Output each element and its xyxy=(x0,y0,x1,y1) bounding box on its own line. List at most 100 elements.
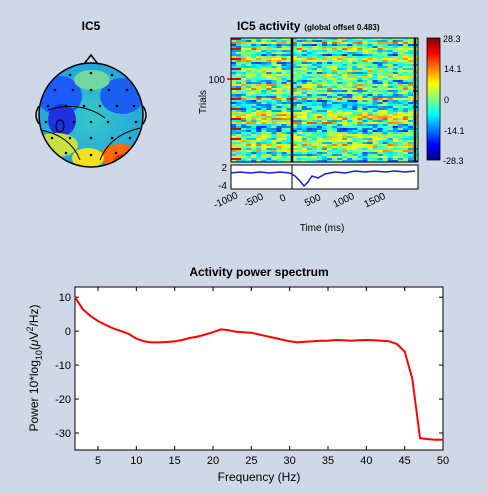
heatmap-cell xyxy=(342,68,348,71)
heatmap-cell xyxy=(352,146,358,149)
heatmap-cell xyxy=(382,144,388,147)
heatmap-cell xyxy=(327,152,333,155)
heatmap-cell xyxy=(407,110,414,113)
heatmap-cell xyxy=(321,112,328,115)
heatmap-cell xyxy=(266,134,272,137)
heatmap-cell xyxy=(296,158,303,161)
heatmap-cell xyxy=(332,158,338,161)
heatmap-cell xyxy=(231,118,237,121)
heatmap-cell xyxy=(276,122,282,125)
heatmap-cell xyxy=(397,122,404,125)
heatmap-cell xyxy=(266,156,272,159)
heatmap-cell xyxy=(306,70,313,73)
heatmap-cell xyxy=(236,140,242,143)
heatmap-cell xyxy=(382,54,388,57)
erp-xtick: 1000 xyxy=(332,191,357,211)
heatmap-cell xyxy=(372,84,378,87)
heatmap-cell xyxy=(286,76,292,79)
heatmap-cell xyxy=(407,64,414,67)
heatmap-cell xyxy=(407,50,414,53)
heatmap-cell xyxy=(266,102,272,105)
heatmap-cell xyxy=(241,152,247,155)
heatmap-cell xyxy=(276,74,282,77)
heatmap-cell xyxy=(261,92,267,95)
heatmap-cell xyxy=(306,110,313,113)
heatmap-cell xyxy=(402,76,409,79)
heatmap-cell xyxy=(362,88,368,91)
heatmap-cell xyxy=(261,156,267,159)
heatmap-cell xyxy=(311,146,318,149)
heatmap-cell xyxy=(231,86,237,89)
heatmap-cell xyxy=(392,144,399,147)
heatmap-cell xyxy=(387,62,394,65)
heatmap-cell xyxy=(256,82,262,85)
heatmap-cell xyxy=(266,82,272,85)
heatmap-cell xyxy=(316,146,323,149)
heatmap-cell xyxy=(372,142,378,145)
heatmap-cell xyxy=(407,128,414,131)
heatmap-cell xyxy=(327,128,333,131)
heatmap-cell xyxy=(261,110,267,113)
heatmap-cell xyxy=(241,112,247,115)
heatmap-cell xyxy=(236,106,242,109)
heatmap-cell xyxy=(316,64,323,67)
heatmap-cell xyxy=(372,140,378,143)
heatmap-cell xyxy=(327,126,333,129)
heatmap-cell xyxy=(407,96,414,99)
heatmap-cell xyxy=(306,138,313,141)
heatmap-cell xyxy=(321,142,328,145)
heatmap-cell xyxy=(281,116,287,119)
heatmap-cell xyxy=(382,158,388,161)
heatmap-cell xyxy=(301,92,308,95)
heatmap-cell xyxy=(281,104,287,107)
heatmap-cell xyxy=(367,112,373,115)
heatmap-cell xyxy=(296,40,303,43)
heatmap-cell xyxy=(337,46,343,49)
heatmap-cell xyxy=(256,40,262,43)
heatmap-cell xyxy=(251,122,257,125)
heatmap-cell xyxy=(296,120,303,123)
heatmap-cell xyxy=(392,100,399,103)
heatmap-cell xyxy=(387,48,394,51)
heatmap-cell xyxy=(387,102,394,105)
heatmap-cell xyxy=(347,82,353,85)
heatmap-cell xyxy=(276,106,282,109)
heatmap-cell xyxy=(261,118,267,121)
heatmap-cell xyxy=(291,140,297,143)
heatmap-cell xyxy=(362,106,368,109)
heatmap-cell xyxy=(342,76,348,79)
heatmap-cell xyxy=(271,120,277,123)
heatmap-cell xyxy=(276,40,282,43)
heatmap-cell xyxy=(306,98,313,101)
heatmap-cell xyxy=(397,48,404,51)
heatmap-cell xyxy=(306,80,313,83)
erp-ytick: -4 xyxy=(218,181,227,192)
heatmap-cell xyxy=(231,58,237,61)
heatmap-cell xyxy=(266,106,272,109)
heatmap-cell xyxy=(377,84,383,87)
heatmap-cell xyxy=(286,154,292,157)
heatmap-cell xyxy=(321,66,328,69)
heatmap-cell xyxy=(362,118,368,121)
heatmap-cell xyxy=(387,72,394,75)
heatmap-cell xyxy=(241,100,247,103)
heatmap-cell xyxy=(231,48,237,51)
heatmap-cell xyxy=(337,92,343,95)
heatmap-cell xyxy=(347,54,353,57)
heatmap-cell xyxy=(251,76,257,79)
heatmap-cell xyxy=(301,150,308,153)
heatmap-cell xyxy=(332,52,338,55)
heatmap-cell xyxy=(276,90,282,93)
heatmap-cell xyxy=(316,46,323,49)
heatmap-cell xyxy=(281,160,287,163)
heatmap-cell xyxy=(352,98,358,101)
heatmap-cell xyxy=(382,146,388,149)
heatmap-cell xyxy=(276,100,282,103)
heatmap-cell xyxy=(352,140,358,143)
heatmap-cell xyxy=(246,50,252,53)
heatmap-cell xyxy=(407,62,414,65)
heatmap-cell xyxy=(306,92,313,95)
heatmap-cell xyxy=(236,132,242,135)
heatmap-cell xyxy=(306,48,313,51)
heatmap-cell xyxy=(256,74,262,77)
